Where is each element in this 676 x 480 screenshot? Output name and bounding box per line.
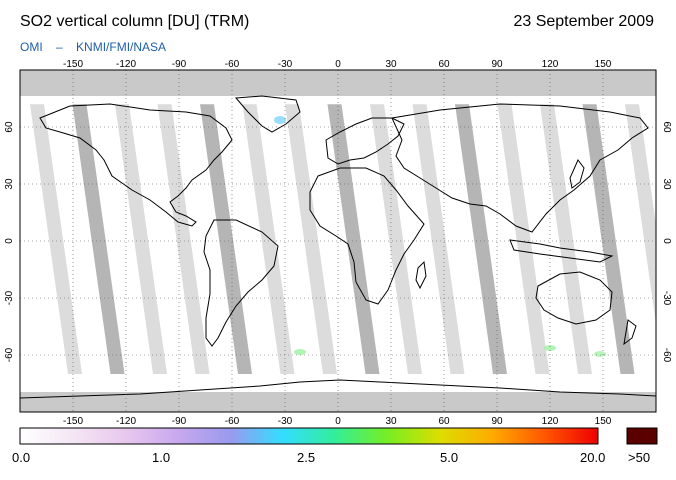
colorbar [19, 427, 599, 445]
source-institutions: KNMI/FMI/NASA [76, 40, 167, 54]
colorbar-label-1: 1.0 [152, 450, 171, 465]
latitude-labels-left: 60 30 0 -30 -60 [4, 121, 15, 362]
lon-tick-label-bottom: -60 [225, 416, 240, 427]
lon-tick-label-bottom: 30 [385, 416, 397, 427]
lon-tick-label-bottom: -90 [172, 416, 187, 427]
orbit-gap-band [285, 104, 337, 374]
lon-tick-label-top: -60 [225, 59, 240, 70]
lon-tick-label-bottom: 150 [595, 416, 612, 427]
latitude-labels-right: 60 30 0 -30 -60 [661, 121, 672, 362]
lon-tick-label-bottom: 120 [542, 416, 559, 427]
lat-tick-label-left: 60 [4, 121, 15, 133]
lat-tick-label-left: -60 [4, 347, 15, 362]
orbit-gap-band [242, 104, 295, 374]
madagascar-outline [415, 260, 427, 290]
coastlines [20, 95, 656, 399]
lon-tick-label-top: -120 [116, 59, 136, 70]
colorbar-label-4: 20.0 [580, 450, 606, 465]
lat-tick-label-right: 30 [661, 178, 672, 190]
colorbar-label-0: 0.0 [12, 450, 31, 465]
lon-tick-label-top: 120 [542, 59, 559, 70]
orbit-gap-band [625, 104, 656, 325]
lon-tick-label-top: 150 [595, 59, 612, 70]
lon-tick-label-top: 60 [438, 59, 450, 70]
source-credit: OMI – KNMI/FMI/NASA [20, 40, 166, 54]
orbit-gap-band [497, 104, 550, 374]
orbit-gap-band [200, 104, 252, 374]
south-america-outline [203, 219, 279, 347]
colorbar-label-2: 2.5 [297, 450, 316, 465]
new-zealand-outline [623, 319, 637, 346]
so2-signal-specks [274, 116, 606, 357]
lat-tick-label-left: -30 [4, 290, 15, 305]
lon-tick-label-bottom: -120 [116, 416, 136, 427]
source-org: OMI [20, 40, 43, 54]
orbit-gap-band [455, 104, 507, 374]
lon-tick-label-top: 90 [491, 59, 503, 70]
lon-tick-label-top: -90 [172, 59, 187, 70]
longitude-labels-top: -150 -120 -90 -60 -30 0 30 60 90 120 150 [63, 59, 612, 70]
orbit-gap-band [115, 104, 167, 374]
lat-tick-label-left: 30 [4, 178, 15, 190]
greenland-outline [234, 95, 301, 133]
asia-outline [391, 103, 649, 233]
north-america-outline [39, 103, 233, 227]
map-title: SO2 vertical column [DU] (TRM) [20, 13, 250, 30]
colorbar-label-3: 5.0 [440, 450, 459, 465]
orbit-swaths [30, 104, 656, 374]
lat-tick-label-right: -60 [661, 348, 672, 363]
lon-tick-label-bottom: 60 [438, 416, 450, 427]
map-date: 23 September 2009 [513, 13, 654, 30]
lat-tick-label-left: 0 [4, 238, 15, 244]
lat-tick-label-right: -30 [661, 291, 672, 306]
lon-tick-label-bottom: 90 [491, 416, 503, 427]
lat-tick-label-right: 60 [661, 121, 672, 133]
longitude-labels-bottom: -150 -120 -90 -60 -30 0 30 60 90 120 150 [63, 416, 612, 427]
europe-outline [325, 117, 405, 165]
orbit-gap-band [157, 104, 210, 374]
lon-tick-label-top: -150 [63, 59, 83, 70]
lon-tick-label-bottom: -30 [278, 416, 293, 427]
orbit-gap-band [30, 104, 82, 374]
antarctica-outline [20, 379, 656, 399]
orbit-gap-band [370, 104, 422, 374]
colorbar-overflow-label: >50 [628, 450, 651, 465]
lon-tick-label-bottom: 0 [335, 416, 341, 427]
lon-tick-label-bottom: -150 [63, 416, 83, 427]
colorbar-overflow-swatch [626, 427, 658, 445]
lon-tick-label-top: -30 [278, 59, 293, 70]
orbit-gap-band [412, 104, 465, 374]
orbit-gap-band [540, 104, 592, 374]
orbit-gap-band [582, 104, 635, 374]
graticule [20, 70, 656, 412]
africa-outline [309, 167, 425, 305]
lon-tick-label-top: 0 [335, 59, 341, 70]
lon-tick-label-top: 30 [385, 59, 397, 70]
lat-tick-label-right: 0 [661, 238, 672, 244]
orbit-gap-band [72, 104, 125, 374]
map-frame [19, 69, 657, 413]
orbit-gap-band [327, 104, 380, 374]
source-separator: – [56, 40, 63, 54]
japan-outline [569, 159, 585, 189]
